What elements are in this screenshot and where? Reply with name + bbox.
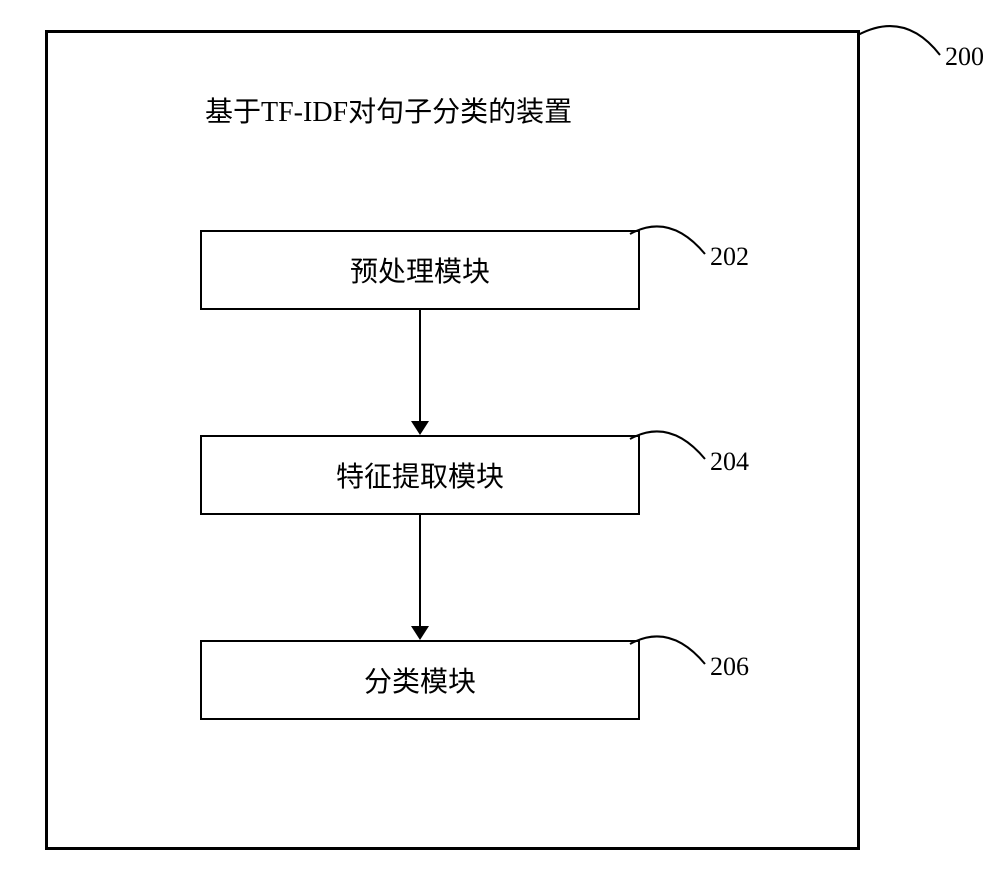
ref-label-204: 204 xyxy=(710,447,749,477)
feature-extract-module-box: 特征提取模块 xyxy=(200,435,640,515)
diagram-title: 基于TF-IDF对句子分类的装置 xyxy=(205,90,572,130)
classify-module-label: 分类模块 xyxy=(364,660,476,700)
ref-label-206: 206 xyxy=(710,652,749,682)
classify-module-box: 分类模块 xyxy=(200,640,640,720)
diagram-canvas: 基于TF-IDF对句子分类的装置 预处理模块 特征提取模块 分类模块 200 2… xyxy=(0,0,1000,871)
preprocess-module-label: 预处理模块 xyxy=(350,250,490,290)
ref-label-200: 200 xyxy=(945,42,984,72)
preprocess-module-box: 预处理模块 xyxy=(200,230,640,310)
ref-label-202: 202 xyxy=(710,242,749,272)
feature-extract-module-label: 特征提取模块 xyxy=(336,455,504,495)
